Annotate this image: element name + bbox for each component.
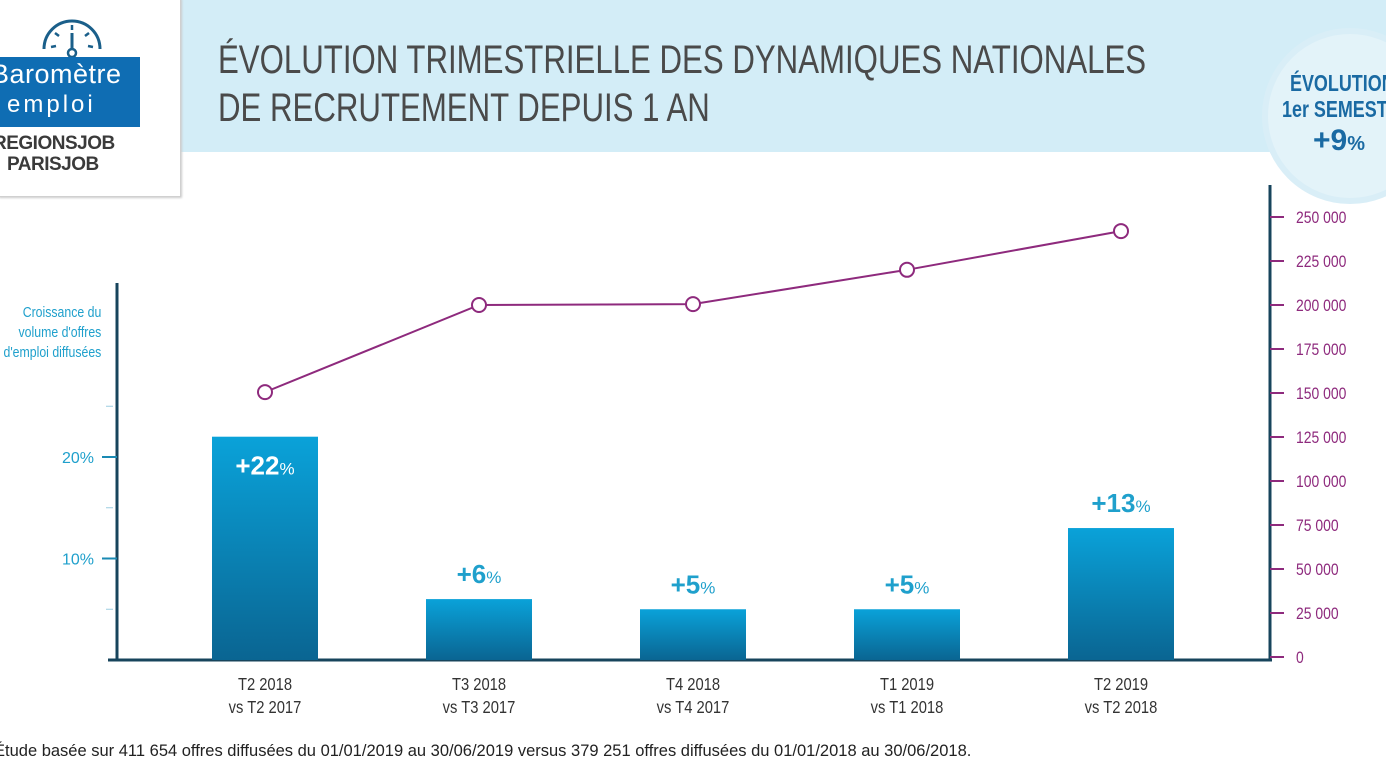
left-axis-label: Croissance du volume d'offres d'emploi d…: [3, 303, 101, 363]
footnote: Étude basée sur 411 654 offres diffusées…: [0, 742, 972, 760]
left-axis-label-2: volume d'offres: [18, 324, 102, 341]
line-point: [685, 296, 701, 313]
brand-parisjob: PARISJOB: [7, 154, 99, 175]
bar: [212, 436, 318, 660]
bar-label: +13%: [1091, 488, 1150, 518]
page-title: ÉVOLUTION TRIMESTRIELLE DES DYNAMIQUES N…: [218, 36, 1146, 132]
left-axis-label-3: d'emploi diffusées: [3, 344, 101, 361]
bar: [854, 609, 960, 660]
bar-label: +5%: [671, 569, 716, 599]
badge-number: +9: [1313, 124, 1348, 157]
category-label: vs T3 2017: [443, 698, 516, 718]
logo: Baromètre emploi REGIONSJOB PARISJOB: [0, 0, 181, 197]
title-line-2: DE RECRUTEMENT DEPUIS 1 AN: [218, 86, 710, 130]
right-tick-label: 200 000: [1296, 297, 1347, 316]
bar-label: +22%: [235, 451, 294, 481]
badge-unit: %: [1347, 133, 1366, 155]
bar-unit: %: [914, 578, 929, 597]
right-tick-label: 250 000: [1296, 209, 1347, 228]
badge-line-2: 1er SEMESTRE: [1282, 96, 1386, 122]
right-tick-label: 0: [1296, 649, 1304, 668]
right-tick-label: 225 000: [1296, 253, 1347, 272]
title-line-1: ÉVOLUTION TRIMESTRIELLE DES DYNAMIQUES N…: [218, 38, 1147, 82]
category-label: vs T2 2017: [229, 698, 302, 718]
line-point: [257, 384, 273, 401]
bar: [1068, 528, 1174, 660]
line-point: [899, 261, 915, 278]
category-label: vs T1 2018: [871, 698, 944, 718]
right-tick-label: 175 000: [1296, 341, 1347, 360]
bar: [426, 599, 532, 660]
right-tick-label: 25 000: [1296, 605, 1339, 624]
bar-value: +5: [671, 569, 701, 599]
bar-value: +22: [235, 451, 279, 481]
right-tick-label: 150 000: [1296, 385, 1347, 404]
badge-value: +9%: [1313, 124, 1365, 158]
right-tick-label: 50 000: [1296, 561, 1339, 580]
category-label: T2 2018: [238, 675, 292, 695]
left-axis-label-1: Croissance du: [22, 304, 101, 321]
bar-unit: %: [700, 578, 715, 597]
logo-text-2: emploi: [7, 91, 96, 118]
gauge-icon: [42, 19, 102, 59]
bar-unit: %: [486, 568, 501, 587]
right-tick-label: 100 000: [1296, 473, 1347, 492]
category-label: T2 2019: [1094, 675, 1148, 695]
right-tick-label: 75 000: [1296, 517, 1339, 536]
bar-label: +6%: [457, 559, 502, 589]
bar-unit: %: [1135, 497, 1150, 516]
line-point: [1113, 223, 1129, 240]
bar-value: +13: [1091, 488, 1135, 518]
bar-value: +6: [457, 559, 487, 589]
bar-value: +5: [885, 569, 915, 599]
category-label: vs T4 2017: [657, 698, 730, 718]
category-label: T3 2018: [452, 675, 506, 695]
category-label: T4 2018: [666, 675, 720, 695]
right-tick-label: 125 000: [1296, 429, 1347, 448]
logo-banner: Baromètre emploi: [0, 57, 140, 127]
bar-unit: %: [279, 460, 294, 479]
badge-line-1: ÉVOLUTION: [1290, 70, 1386, 96]
header-band: [180, 0, 1386, 152]
bar-label: +5%: [885, 569, 930, 599]
left-tick-label: 10%: [62, 552, 94, 569]
brand-regionsjob: REGIONSJOB: [0, 133, 115, 154]
category-label: T1 2019: [880, 675, 934, 695]
bar: [640, 609, 746, 660]
left-tick-label: 20%: [62, 450, 94, 467]
semester-badge: ÉVOLUTION 1er SEMESTRE +9%: [1262, 28, 1386, 204]
logo-text-1: Baromètre: [0, 59, 122, 89]
category-label: vs T2 2018: [1085, 698, 1158, 718]
line-point: [471, 297, 487, 313]
